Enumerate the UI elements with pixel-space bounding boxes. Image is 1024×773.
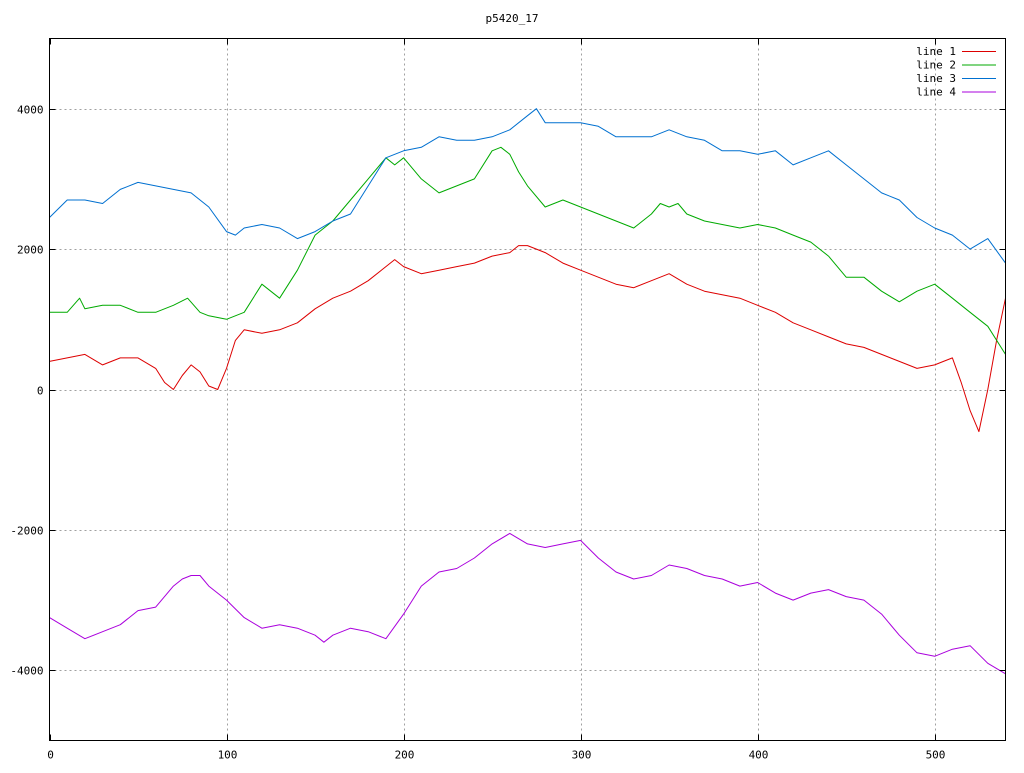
grid [49, 38, 1006, 741]
series-layer [49, 108, 1006, 675]
y-tick-label: -2000 [10, 525, 43, 538]
series-line-4 [49, 532, 1006, 675]
chart-title: p5420_17 [486, 12, 539, 25]
legend-label-2: line 2 [916, 59, 956, 72]
axis-ticks: -4000 -2000 0 2000 4000 0 100 200 300 400 500 [10, 38, 1006, 762]
x-tick-label: 500 [926, 749, 946, 762]
x-tick-label: 200 [395, 749, 415, 762]
series-line-2 [49, 146, 1006, 355]
x-tick-label: 0 [47, 749, 54, 762]
y-tick-label: 4000 [17, 104, 44, 117]
y-tick-label: 0 [37, 385, 44, 398]
y-tick-label: 2000 [17, 244, 44, 257]
legend-label-1: line 1 [916, 45, 956, 58]
legend-label-3: line 3 [916, 72, 956, 85]
legend-label-4: line 4 [916, 86, 956, 99]
plot-frame [49, 38, 1006, 741]
series-line-3 [49, 108, 1006, 264]
x-tick-label: 400 [749, 749, 769, 762]
x-tick-label: 100 [218, 749, 238, 762]
y-tick-label: -4000 [10, 665, 43, 678]
x-tick-label: 300 [572, 749, 592, 762]
series-line-1 [49, 245, 1006, 433]
